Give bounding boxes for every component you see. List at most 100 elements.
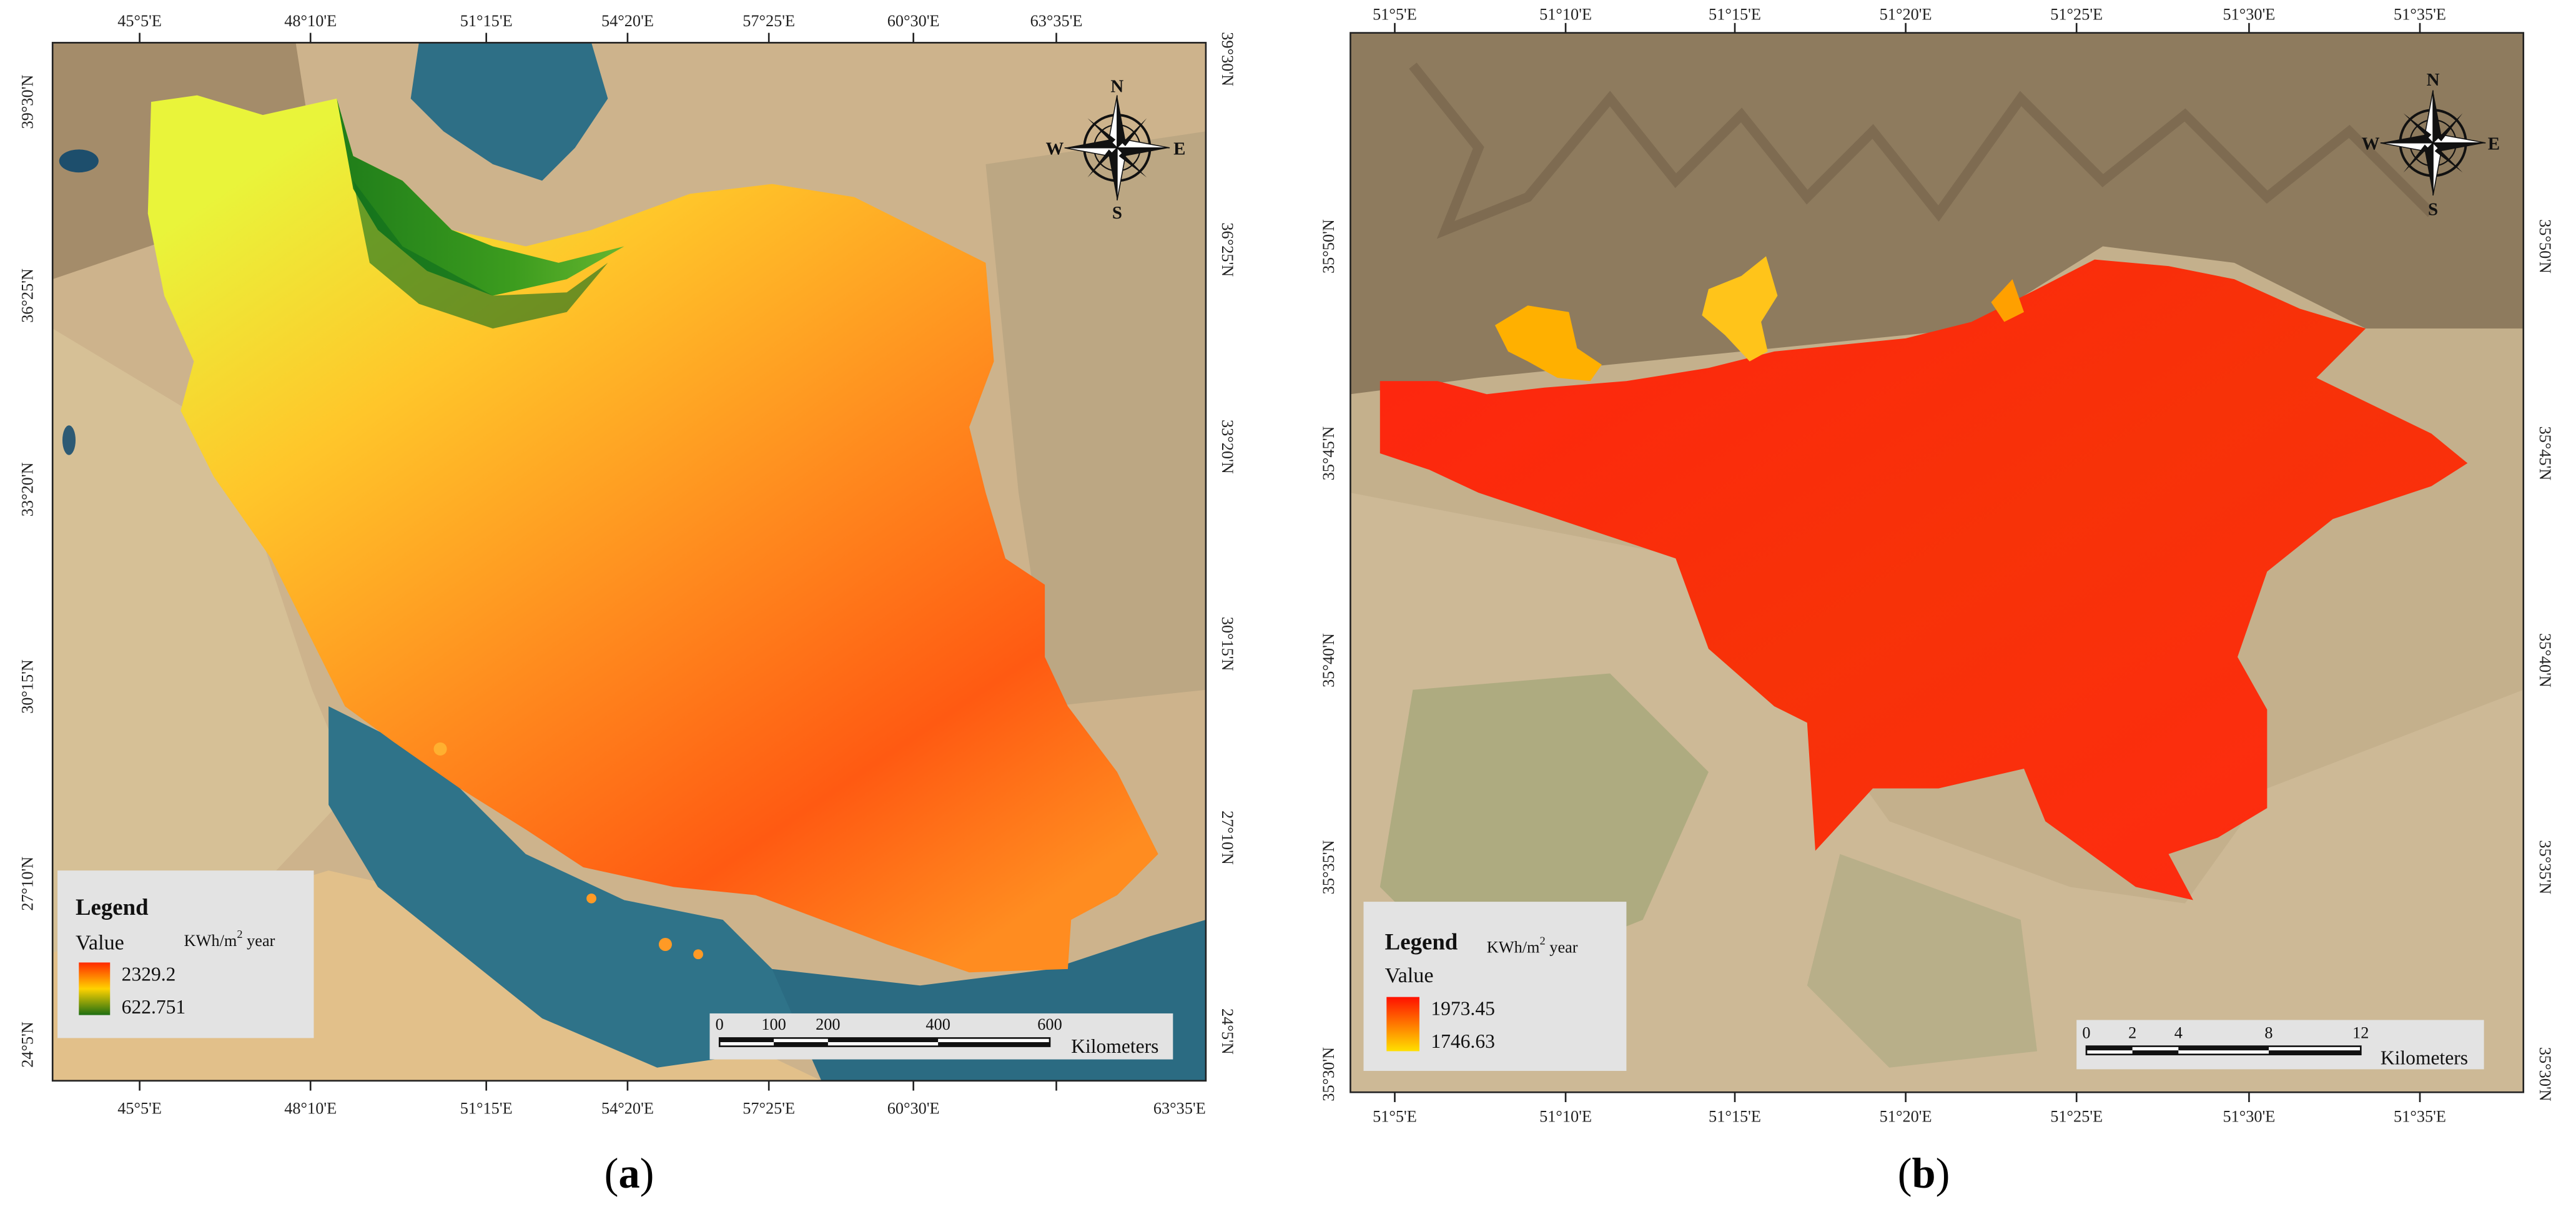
- caption-b-label: b: [1912, 1150, 1936, 1198]
- legend-field: Value: [1385, 964, 1434, 987]
- top-tick-label: 48°10'E: [284, 12, 337, 30]
- right-tick-label: 33°20'N: [1218, 420, 1236, 474]
- left-tick-label: 33°20'N: [19, 462, 37, 516]
- scale-label: 8: [2264, 1023, 2273, 1042]
- compass-w-label: W: [1045, 139, 1063, 159]
- bottom-tick-label: 57°25'E: [743, 1099, 795, 1117]
- legend-max: 1973.45: [1431, 998, 1495, 1020]
- right-tick-label: 36°25'N: [1218, 222, 1236, 277]
- bottom-tick-label: 51°20'E: [1880, 1108, 1932, 1126]
- right-tick-label: 24°5'N: [1218, 1008, 1236, 1055]
- right-tick-label: 30°15'N: [1218, 617, 1236, 671]
- scale-unit: Kilometers: [2381, 1047, 2468, 1069]
- bottom-tick-label: 51°35'E: [2394, 1108, 2446, 1126]
- legend-color-ramp: [79, 962, 111, 1015]
- left-tick-label: 35°50'N: [1320, 219, 1338, 273]
- top-tick-label: 51°25'E: [2050, 6, 2103, 24]
- gulf-island: [658, 937, 672, 952]
- bottom-tick-label: 51°15'E: [460, 1099, 513, 1117]
- map-frame: [1350, 32, 2525, 1093]
- bottom-tick-label: 51°30'E: [2223, 1108, 2275, 1126]
- left-tick-label: 27°10'N: [19, 857, 37, 911]
- top-tick-label: 57°25'E: [743, 12, 795, 30]
- left-tick-label: 35°30'N: [1320, 1047, 1338, 1101]
- map-panel-a: 45°5'E 48°10'E 51°15'E 54°20'E 57°25'E 6…: [19, 12, 1237, 1117]
- top-tick-label: 45°5'E: [117, 12, 162, 30]
- right-tick-label: 35°35'N: [2536, 840, 2554, 894]
- bottom-tick-label: 48°10'E: [284, 1099, 337, 1117]
- basemap-farmland: [1807, 854, 2038, 1068]
- legend-max: 2329.2: [122, 963, 176, 985]
- bottom-tick-label: 51°5'E: [1373, 1108, 1417, 1126]
- left-tick-label: 30°15'N: [19, 659, 37, 714]
- scale-label: 400: [925, 1015, 950, 1033]
- bottom-tick-label: 63°35'E: [1153, 1099, 1206, 1117]
- legend-panel: Legend Value KWh/m2 year 2329.2 622.751: [57, 870, 314, 1038]
- compass-s-label: S: [1112, 203, 1122, 223]
- bottom-tick-label: 45°5'E: [117, 1099, 162, 1117]
- compass-n-label: N: [1110, 76, 1123, 96]
- iran-irradiance-raster: [147, 95, 1158, 973]
- scale-bar: 0 100 200 400 600 Kilometers: [709, 1013, 1173, 1060]
- scale-label: 12: [2352, 1023, 2369, 1042]
- top-tick-label: 51°10'E: [1539, 6, 1592, 24]
- compass-rose-icon: [2380, 90, 2486, 196]
- yellow-hotspot-north: [1702, 256, 1778, 362]
- tehran-irradiance-raster: [1379, 259, 2468, 900]
- caption-panel-b: (b): [1897, 1150, 1950, 1198]
- basemap-mountain-shadows: [1409, 62, 2435, 239]
- tick-marks: [139, 32, 1057, 1091]
- lake-van: [59, 149, 99, 173]
- caspian-coast-low-band: [337, 98, 690, 296]
- right-tick-label: 35°40'N: [2536, 633, 2554, 687]
- scale-label: 100: [761, 1015, 786, 1033]
- basemap-afghan-highlands: [985, 131, 1206, 707]
- right-tick-label: 35°30'N: [2536, 1047, 2554, 1101]
- top-tick-label: 51°30'E: [2223, 6, 2275, 24]
- gulf-island: [433, 742, 447, 756]
- legend-unit: KWh/m2 year: [1487, 934, 1578, 956]
- legend-title: Legend: [1385, 929, 1458, 954]
- compass-rose-icon: [1064, 95, 1170, 201]
- top-tick-label: 51°35'E: [2394, 6, 2446, 24]
- scale-unit: Kilometers: [1071, 1035, 1158, 1057]
- legend-min: 1746.63: [1431, 1030, 1495, 1052]
- bottom-tick-label: 51°10'E: [1539, 1108, 1592, 1126]
- top-tick-label: 51°20'E: [1880, 6, 1932, 24]
- map-panel-b: 51°5'E 51°10'E 51°15'E 51°20'E 51°25'E 5…: [1320, 6, 2554, 1126]
- scale-label: 4: [2174, 1023, 2183, 1042]
- yellow-hotspot-north: [1991, 279, 2025, 322]
- top-tick-label: 63°35'E: [1030, 12, 1083, 30]
- legend-min: 622.751: [122, 996, 186, 1018]
- legend-title: Legend: [76, 894, 149, 920]
- caspian-sea: [410, 42, 608, 181]
- left-tick-label: 39°30'N: [19, 75, 37, 129]
- top-tick-label: 60°30'E: [887, 12, 940, 30]
- left-tick-label: 36°25'N: [19, 269, 37, 323]
- compass-n-label: N: [2427, 70, 2440, 90]
- left-tick-label: 35°40'N: [1320, 633, 1338, 687]
- scale-label: 0: [2082, 1023, 2090, 1042]
- left-tick-label: 35°35'N: [1320, 840, 1338, 894]
- right-tick-label: 39°30'N: [1218, 32, 1236, 86]
- map-frame: [51, 42, 1207, 1082]
- right-tick-label: 27°10'N: [1218, 811, 1236, 865]
- top-tick-label: 51°15'E: [460, 12, 513, 30]
- caption-panel-a: (a): [604, 1150, 654, 1198]
- scale-label: 600: [1037, 1015, 1062, 1033]
- yellow-hotspot-north: [1494, 305, 1602, 382]
- basemap-iraq-plain: [52, 328, 353, 953]
- scale-bar: 0 2 4 8 12 Kilometers: [2076, 1020, 2484, 1070]
- scale-label: 200: [816, 1015, 840, 1033]
- bottom-tick-label: 51°15'E: [1709, 1108, 1761, 1126]
- bottom-tick-label: 60°30'E: [887, 1099, 940, 1117]
- scale-label: 0: [716, 1015, 724, 1033]
- lake-urmia: [62, 425, 76, 455]
- tick-marks: [1394, 22, 2421, 1102]
- basemap-plain-south: [1350, 493, 2524, 1093]
- compass-s-label: S: [2428, 200, 2438, 220]
- persian-gulf: [328, 706, 822, 1068]
- caption-a-label: a: [618, 1150, 640, 1198]
- left-tick-label: 35°45'N: [1320, 426, 1338, 481]
- legend-panel: Legend KWh/m2 year Value 1973.45 1746.63: [1363, 902, 1627, 1072]
